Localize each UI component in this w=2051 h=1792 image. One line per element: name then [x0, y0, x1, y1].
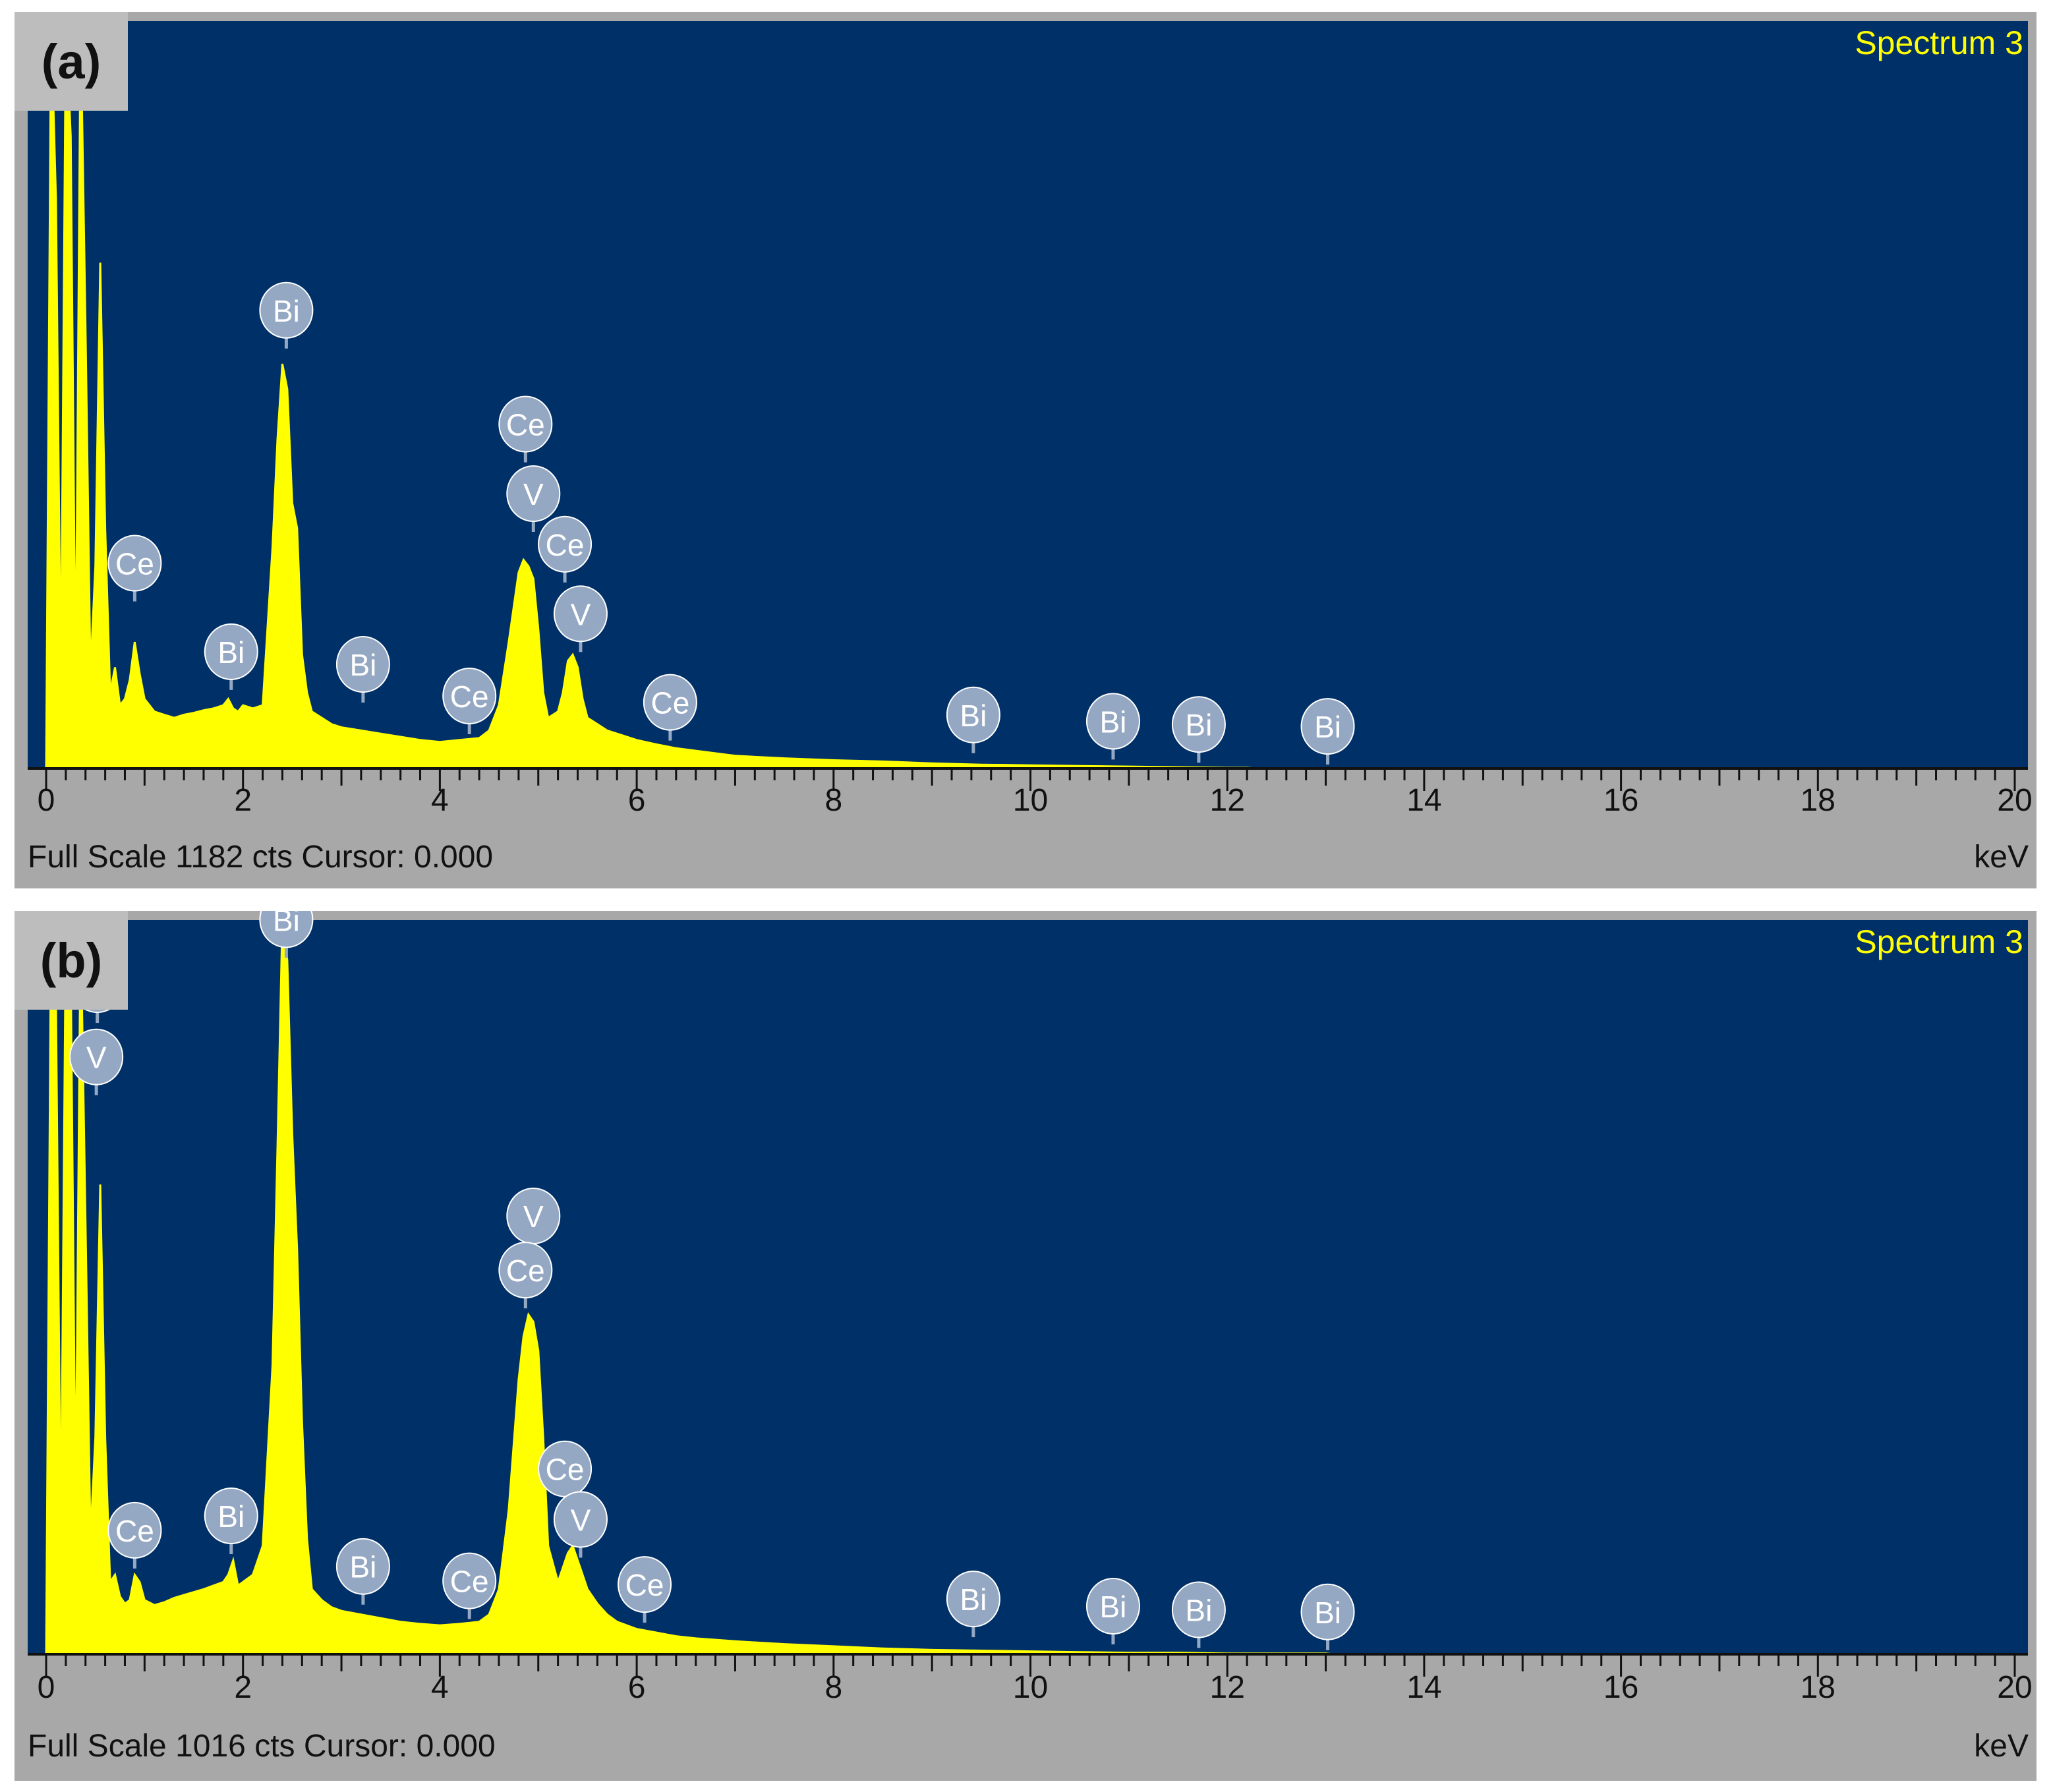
- peak-label: Bi: [217, 1499, 245, 1534]
- peak-label: Bi: [1185, 708, 1212, 742]
- x-tick-label: 0: [38, 783, 55, 818]
- peak-label: Ce: [546, 1453, 585, 1487]
- peak-marker-bi: Bi: [335, 1538, 390, 1605]
- x-tick-label: 18: [1801, 1670, 1835, 1705]
- peak-marker-v: V: [506, 1187, 561, 1254]
- peak-label: Bi: [217, 635, 245, 670]
- peak-marker-ce: Ce: [498, 1242, 553, 1309]
- peak-marker-ce: Ce: [538, 515, 592, 583]
- x-tick-label: 16: [1603, 1670, 1638, 1705]
- peak-label: Ce: [450, 1565, 489, 1599]
- x-tick-label: 8: [824, 783, 842, 818]
- peak-label: Ce: [450, 679, 489, 714]
- peak-marker-ce: Ce: [107, 535, 162, 602]
- peak-marker-ce: Ce: [643, 674, 697, 741]
- x-tick-label: 12: [1210, 1670, 1245, 1705]
- peak-label: Bi: [1314, 710, 1341, 744]
- x-tick-label: 6: [628, 1670, 646, 1705]
- peak-marker-ce: Ce: [618, 1556, 672, 1623]
- x-tick-label: 8: [824, 1670, 842, 1705]
- x-tick-label: 12: [1210, 783, 1245, 818]
- peak-label: Bi: [349, 648, 376, 682]
- x-tick-label: 14: [1406, 783, 1441, 818]
- peak-marker-ce: Ce: [498, 395, 553, 463]
- spectrum-panel-b: 02468101214161820COVCeBiBiBiCeVCeCeVCeBi…: [14, 911, 2037, 1781]
- peak-marker-bi: Bi: [1171, 696, 1226, 763]
- peak-label: V: [523, 477, 544, 511]
- x-tick-label: 18: [1801, 783, 1835, 818]
- peak-label: Ce: [115, 1514, 154, 1548]
- peak-marker-bi: Bi: [335, 636, 390, 703]
- peak-marker-bi: Bi: [259, 911, 314, 958]
- peak-label: Ce: [115, 547, 154, 581]
- x-tick-label: 2: [234, 1670, 252, 1705]
- x-tick-label: 10: [1013, 783, 1048, 818]
- peak-label: Bi: [1100, 705, 1127, 739]
- full-scale-readout-a: Full Scale 1182 cts Cursor: 0.000: [28, 840, 494, 875]
- peak-label: Bi: [349, 1550, 376, 1584]
- panel-label-b: (b): [14, 911, 128, 1010]
- peak-marker-v: V: [69, 1028, 124, 1095]
- peak-marker-bi: Bi: [946, 686, 1000, 753]
- peak-label: Ce: [650, 686, 689, 720]
- panel-label-a: (a): [14, 12, 128, 111]
- peak-label: Bi: [960, 699, 987, 733]
- peak-marker-ce: Ce: [442, 668, 497, 735]
- peak-marker-bi: Bi: [946, 1571, 1000, 1638]
- peak-marker-ce: Ce: [107, 1501, 162, 1569]
- x-tick-label: 20: [1997, 1670, 2032, 1705]
- peak-label: V: [523, 1199, 544, 1234]
- plot-area: [28, 920, 2028, 1654]
- peak-label: Ce: [506, 407, 545, 442]
- peak-label: Bi: [1185, 1594, 1212, 1628]
- peak-marker-bi: Bi: [259, 281, 314, 349]
- peak-label: Bi: [273, 911, 300, 937]
- x-tick-label: 0: [38, 1670, 55, 1705]
- x-tick-label: 4: [431, 1670, 449, 1705]
- x-tick-label: 10: [1013, 1670, 1048, 1705]
- peak-marker-bi: Bi: [1300, 1583, 1355, 1650]
- full-scale-readout-b: Full Scale 1016 cts Cursor: 0.000: [28, 1729, 496, 1764]
- x-tick-label: 6: [628, 783, 646, 818]
- x-tick-label: 16: [1603, 783, 1638, 818]
- peak-label: V: [86, 1041, 107, 1075]
- peak-marker-ce: Ce: [442, 1552, 497, 1619]
- x-tick-label: 20: [1997, 783, 2032, 818]
- peak-marker-bi: Bi: [1300, 698, 1355, 765]
- x-tick-label: 2: [234, 783, 252, 818]
- peak-label: V: [571, 597, 591, 631]
- peak-marker-bi: Bi: [1085, 1578, 1140, 1645]
- peak-label: Bi: [273, 294, 300, 328]
- spectrum-trace: [45, 20, 2015, 770]
- peak-label: Ce: [546, 528, 585, 562]
- peak-label: Bi: [1314, 1596, 1341, 1630]
- spectrum-plot-a: 02468101214161820OVCeBiBiBiCeCeVCeVCeBiB…: [28, 12, 2033, 818]
- peak-marker-v: V: [553, 1491, 608, 1558]
- x-unit-a: keV: [1974, 840, 2029, 875]
- peak-label: Bi: [960, 1582, 987, 1617]
- peak-label: Ce: [625, 1568, 664, 1602]
- peak-marker-ce: Ce: [538, 1440, 592, 1507]
- peak-label: V: [571, 1503, 591, 1537]
- x-unit-b: keV: [1974, 1729, 2029, 1764]
- spectrum-title-a: Spectrum 3: [1855, 24, 2023, 61]
- peak-marker-v: V: [553, 585, 608, 652]
- x-tick-label: 14: [1406, 1670, 1441, 1705]
- peak-marker-bi: Bi: [1171, 1581, 1226, 1648]
- peak-marker-bi: Bi: [1085, 693, 1140, 760]
- spectrum-plot-b: 02468101214161820COVCeBiBiBiCeVCeCeVCeBi…: [28, 911, 2033, 1705]
- peak-label: Ce: [506, 1254, 545, 1288]
- x-tick-label: 4: [431, 783, 449, 818]
- spectrum-panel-a: 02468101214161820OVCeBiBiBiCeCeVCeVCeBiB…: [14, 12, 2037, 888]
- peak-marker-v: V: [506, 465, 561, 533]
- plot-area: [28, 21, 2028, 768]
- peak-marker-bi: Bi: [204, 623, 258, 690]
- peak-marker-bi: Bi: [204, 1487, 258, 1554]
- peak-label: Bi: [1100, 1590, 1127, 1624]
- spectrum-title-b: Spectrum 3: [1855, 923, 2023, 960]
